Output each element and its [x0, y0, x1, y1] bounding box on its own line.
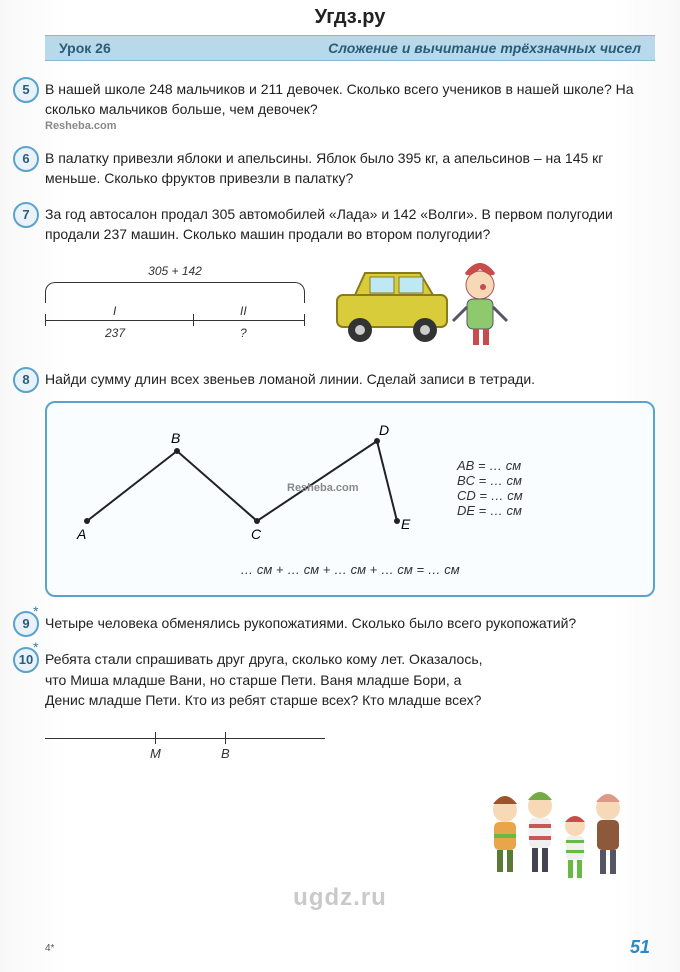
exercise-number: 6: [13, 146, 39, 172]
lesson-number: Урок 26: [59, 40, 111, 56]
star-icon: *: [33, 639, 38, 655]
page: Угдз.ру Урок 26 Сложение и вычитание трё…: [0, 0, 680, 972]
point-c-label: C: [251, 526, 262, 542]
bracket-figure: 305 + 142 I II 237 ?: [45, 264, 305, 344]
exercise-7: 7 За год автосалон продал 305 автомобиле…: [45, 204, 655, 353]
segment-2-label: II: [240, 304, 247, 318]
page-foot: 4*: [45, 943, 54, 954]
exercise-number: 7: [13, 202, 39, 228]
bracket-diagram: 305 + 142 I II 237 ?: [45, 255, 655, 353]
exercise-10: 10 * Ребята стали спрашивать друг друга,…: [45, 649, 655, 760]
watermark-top: Угдз.ру: [45, 0, 655, 35]
header-bar: Урок 26 Сложение и вычитание трёхзначных…: [45, 35, 655, 61]
segment-1-value: 237: [105, 326, 125, 340]
point-e-label: E: [401, 516, 411, 532]
resheba-watermark: Resheba.com: [287, 482, 359, 494]
number-line: М В: [45, 720, 325, 760]
bracket-total: 305 + 142: [45, 264, 305, 278]
lesson-title: Сложение и вычитание трёхзначных чисел: [328, 40, 641, 56]
point-d-label: D: [379, 422, 389, 438]
exercise-number: 8: [13, 367, 39, 393]
exercise-number: 5: [13, 77, 39, 103]
point-a-label: A: [76, 526, 86, 542]
car-illustration: [325, 255, 525, 353]
tick: [304, 314, 305, 326]
page-number: 51: [630, 937, 650, 958]
exercise-8: 8 Найди сумму длин всех звеньев ломаной …: [45, 369, 655, 597]
label-b: В: [221, 746, 230, 761]
exercise-9: 9 * Четыре человека обменялись рукопожат…: [45, 613, 655, 633]
polyline-diagram-box: A B C D E Resheba.com AB = … см BC = … с…: [45, 401, 655, 597]
tick-b: [225, 732, 226, 744]
exercise-text: Четыре человека обменялись рукопожатиями…: [45, 613, 655, 633]
tick-m: [155, 732, 156, 744]
line-axis: [45, 738, 325, 739]
exercise-text: В палатку привезли яблоки и апельсины. Я…: [45, 148, 655, 189]
label-m: М: [150, 746, 161, 761]
resheba-watermark: Resheba.com: [45, 120, 655, 132]
segment-1-label: I: [113, 304, 116, 318]
length-ab: AB = … см: [457, 458, 523, 473]
tick: [193, 314, 194, 326]
exercise-text: Найди сумму длин всех звеньев ломаной ли…: [45, 369, 655, 389]
exercise-text: В нашей школе 248 мальчиков и 211 девоче…: [45, 79, 655, 120]
length-cd: CD = … см: [457, 488, 523, 503]
length-de: DE = … см: [457, 503, 523, 518]
bracket-line: [45, 320, 305, 321]
length-sum: … см + … см + … см + … см = … см: [67, 562, 633, 577]
exercise-text: За год автосалон продал 305 автомобилей …: [45, 204, 655, 245]
point-b-label: B: [171, 430, 180, 446]
exercise-5: 5 В нашей школе 248 мальчиков и 211 дево…: [45, 79, 655, 132]
star-icon: *: [33, 603, 38, 619]
segment-lengths: AB = … см BC = … см CD = … см DE = … см: [457, 458, 523, 518]
exercise-6: 6 В палатку привезли яблоки и апельсины.…: [45, 148, 655, 189]
polyline-figure: A B C D E Resheba.com: [67, 421, 437, 554]
tick: [45, 314, 46, 326]
segment-2-value: ?: [240, 326, 247, 340]
length-bc: BC = … см: [457, 473, 523, 488]
watermark-bottom: ugdz.ru: [0, 884, 680, 912]
content: 5 В нашей школе 248 мальчиков и 211 дево…: [45, 61, 655, 760]
bracket-shape: [45, 282, 305, 303]
exercise-text: Ребята стали спрашивать друг друга, скол…: [45, 649, 485, 710]
